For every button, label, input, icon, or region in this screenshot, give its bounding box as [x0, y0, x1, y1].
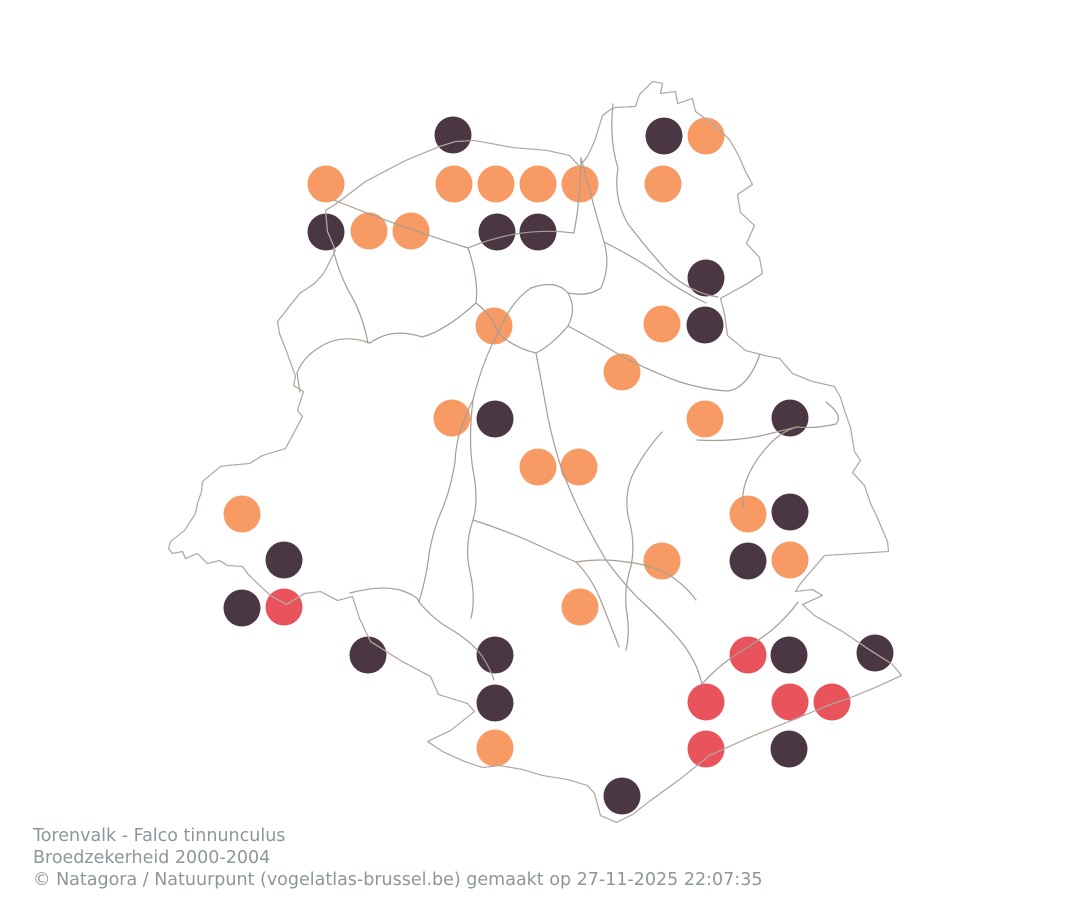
- observation-dot: [687, 117, 725, 155]
- commune-boundaries: [296, 103, 839, 685]
- observation-dot: [519, 165, 557, 203]
- observation-dot: [813, 683, 851, 721]
- caption-species: Torenvalk - Falco tinnunculus: [33, 826, 286, 846]
- observation-dot: [686, 400, 724, 438]
- observation-dot: [223, 589, 261, 627]
- observation-dot: [392, 212, 430, 250]
- observation-dot: [349, 636, 387, 674]
- caption-period: Broedzekerheid 2000-2004: [33, 848, 271, 868]
- observation-dot: [770, 730, 808, 768]
- observation-dot: [643, 305, 681, 343]
- observation-dot: [687, 730, 725, 768]
- observation-dot: [519, 448, 557, 486]
- observation-dot: [771, 683, 809, 721]
- observation-dot: [770, 636, 808, 674]
- observation-dot: [476, 636, 514, 674]
- observation-dot: [475, 307, 513, 345]
- observation-dots: [223, 116, 894, 815]
- observation-dot: [643, 542, 681, 580]
- observation-dot: [687, 259, 725, 297]
- observation-dot: [265, 588, 303, 626]
- observation-dot: [476, 400, 514, 438]
- observation-dot: [771, 541, 809, 579]
- observation-dot: [729, 636, 767, 674]
- observation-dot: [476, 729, 514, 767]
- observation-dot: [223, 495, 261, 533]
- observation-dot: [561, 588, 599, 626]
- observation-dot: [687, 683, 725, 721]
- observation-dot: [307, 213, 345, 251]
- observation-dot: [644, 165, 682, 203]
- region-boundary: [167, 80, 903, 824]
- observation-dot: [603, 353, 641, 391]
- observation-dot: [645, 117, 683, 155]
- observation-dot: [771, 399, 809, 437]
- observation-dot: [560, 448, 598, 486]
- observation-dot: [771, 493, 809, 531]
- observation-dot: [265, 541, 303, 579]
- observation-dot: [477, 165, 515, 203]
- observation-dot: [350, 212, 388, 250]
- observation-dot: [729, 495, 767, 533]
- observation-dot: [603, 777, 641, 815]
- observation-dot: [434, 116, 472, 154]
- caption-credit: © Natagora / Natuurpunt (vogelatlas-brus…: [33, 870, 763, 890]
- caption: Torenvalk - Falco tinnunculus Broedzeker…: [33, 825, 762, 891]
- observation-dot: [435, 165, 473, 203]
- observation-dot: [476, 684, 514, 722]
- observation-dot: [729, 542, 767, 580]
- observation-dot: [307, 165, 345, 203]
- observation-dot: [686, 306, 724, 344]
- observation-dot: [478, 213, 516, 251]
